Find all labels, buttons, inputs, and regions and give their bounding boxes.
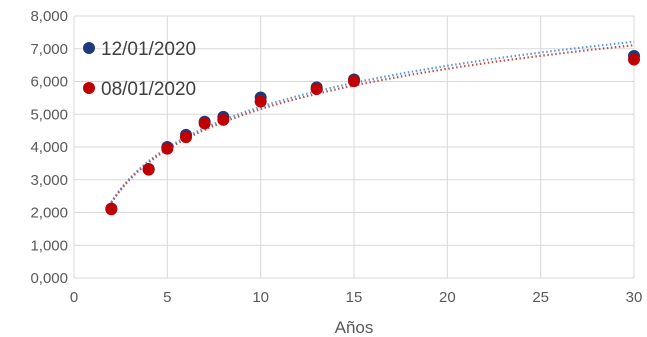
- x-tick-label: 0: [70, 289, 78, 306]
- trendlines: [110, 40, 635, 204]
- data-points: [105, 49, 640, 216]
- x-tick-label: 10: [252, 289, 269, 306]
- trendline-08/01/2020: [110, 44, 635, 204]
- data-point: [217, 113, 230, 126]
- data-point: [161, 142, 174, 155]
- y-tick-label: 5,000: [30, 106, 68, 123]
- legend: 12/01/2020 08/01/2020: [83, 39, 196, 100]
- data-point: [348, 75, 360, 88]
- y-tick-label: 7,000: [30, 41, 68, 58]
- x-tick-label: 30: [626, 289, 643, 306]
- y-tick-label: 1,000: [30, 237, 68, 254]
- data-point: [310, 83, 323, 96]
- x-tick-label: 20: [439, 289, 456, 306]
- grid-lines: [73, 15, 635, 279]
- x-tick-label: 5: [163, 289, 171, 306]
- legend-label: 12/01/2020: [101, 39, 196, 60]
- data-point: [180, 131, 192, 144]
- y-tick-label: 6,000: [30, 74, 68, 91]
- y-axis-tick-labels: 0,000 1,000 2,000 3,000 4,000 5,000 6,000 7,000…: [30, 8, 68, 287]
- y-tick-label: 0,000: [30, 270, 68, 287]
- legend-label: 08/01/2020: [101, 79, 196, 100]
- y-tick-label: 2,000: [30, 205, 68, 222]
- x-tick-label: 25: [532, 289, 549, 306]
- data-point: [142, 163, 155, 176]
- data-point: [628, 53, 640, 66]
- trendline-12/01/2020: [110, 40, 635, 203]
- x-axis-tick-labels: 0 5 10 15 20 25 30: [70, 289, 643, 306]
- data-point: [198, 117, 211, 130]
- legend-marker: [83, 42, 95, 54]
- data-point: [254, 95, 267, 108]
- legend-marker: [83, 82, 95, 94]
- x-tick-label: 15: [346, 289, 363, 306]
- data-point: [105, 203, 118, 216]
- y-tick-label: 8,000: [30, 8, 68, 25]
- y-tick-label: 3,000: [30, 172, 68, 189]
- y-tick-label: 4,000: [30, 139, 68, 156]
- x-axis-title: Años: [335, 318, 374, 337]
